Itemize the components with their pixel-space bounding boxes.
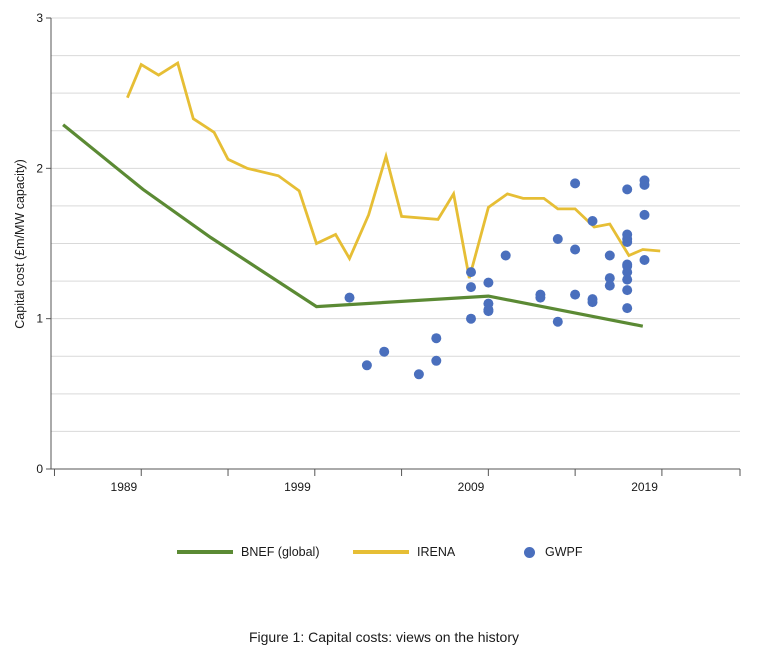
x-tick-label: 2019 <box>631 480 658 494</box>
series-line <box>126 60 661 279</box>
series-bnef-global <box>62 123 644 328</box>
data-point <box>361 360 372 371</box>
data-point <box>587 216 598 226</box>
legend-item-gwpf: GWPF <box>524 538 583 566</box>
data-point <box>570 244 581 255</box>
legend-item-irena: IRENA <box>353 538 455 566</box>
y-tick-label: 0 <box>36 462 43 476</box>
x-tick-label: 2009 <box>458 480 485 494</box>
data-point <box>431 333 442 344</box>
data-point <box>483 277 494 288</box>
data-point <box>587 297 598 308</box>
legend-swatch-irena <box>353 550 409 554</box>
data-point <box>639 179 650 190</box>
data-point <box>466 282 476 293</box>
data-point <box>431 355 442 366</box>
grid-lines <box>51 17 740 432</box>
data-point <box>344 292 355 303</box>
data-point <box>552 234 563 244</box>
legend-swatch-gwpf <box>524 546 535 558</box>
y-axis-title: Capital cost (£m/MW capacity) <box>13 159 27 328</box>
data-point <box>535 292 546 303</box>
chart: 0 1 2 3 1989 1999 2009 2019 Capital cost (£m/MW… <box>13 11 741 494</box>
legend-label-bnef: BNEF (global) <box>241 545 320 559</box>
data-point <box>483 306 494 317</box>
data-point <box>604 280 615 291</box>
data-point <box>622 237 633 247</box>
y-tick-label: 3 <box>36 11 43 25</box>
data-point <box>639 255 650 265</box>
data-point <box>379 346 390 357</box>
figure-caption: Figure 1: Capital costs: views on the hi… <box>248 629 519 645</box>
data-point <box>570 289 581 300</box>
data-point <box>622 274 633 285</box>
data-point <box>604 250 615 261</box>
data-point <box>622 184 633 195</box>
y-tick-label: 2 <box>36 161 43 175</box>
data-point <box>500 250 511 261</box>
data-point <box>622 267 633 278</box>
data-point <box>413 369 424 380</box>
legend: BNEF (global) IRENA GWPF <box>0 538 768 568</box>
y-tick-label: 1 <box>36 312 43 326</box>
legend-label-irena: IRENA <box>417 545 456 559</box>
data-point <box>604 273 615 284</box>
data-point <box>466 267 476 278</box>
axes: 0 1 2 3 1989 1999 2009 2019 <box>36 11 741 494</box>
legend-swatch-bnef <box>177 550 233 554</box>
x-tick-label: 1989 <box>111 480 138 494</box>
data-point <box>466 313 476 324</box>
legend-item-bnef: BNEF (global) <box>177 538 320 566</box>
series-gwpf <box>344 175 650 380</box>
series-line <box>62 123 644 328</box>
data-point <box>639 209 650 220</box>
data-point <box>622 285 633 296</box>
data-point <box>622 303 633 314</box>
data-point <box>570 178 581 189</box>
data-point <box>622 259 633 270</box>
series-layer <box>62 60 661 380</box>
series-irena <box>126 60 661 279</box>
legend-label-gwpf: GWPF <box>545 545 583 559</box>
data-point <box>552 316 563 327</box>
x-tick-label: 1999 <box>284 480 311 494</box>
